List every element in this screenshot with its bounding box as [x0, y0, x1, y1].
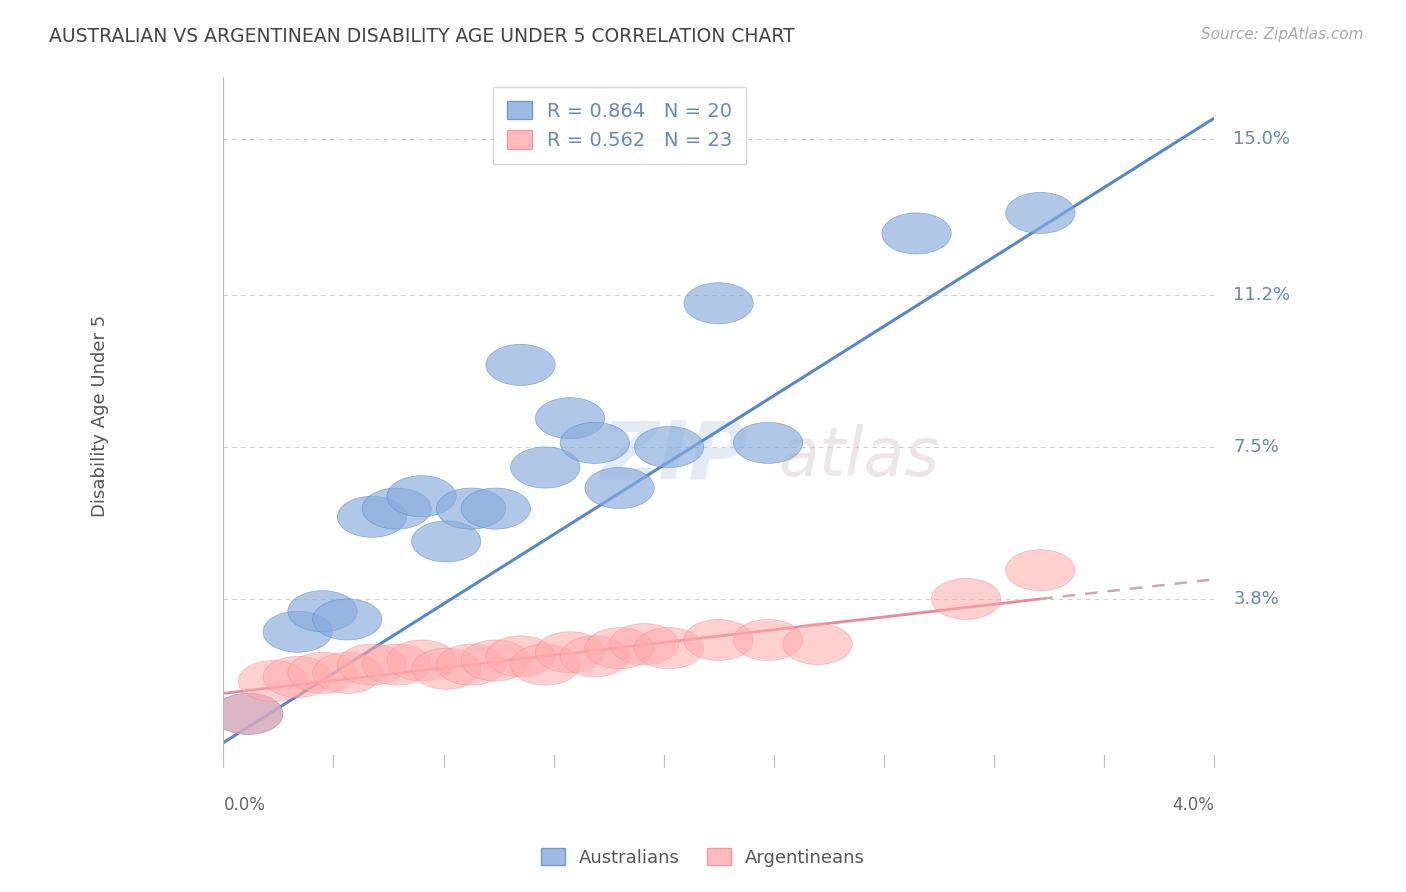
Text: Disability Age Under 5: Disability Age Under 5: [91, 315, 108, 517]
Ellipse shape: [1005, 549, 1076, 591]
Ellipse shape: [683, 283, 754, 324]
Ellipse shape: [536, 632, 605, 673]
Ellipse shape: [783, 624, 852, 665]
Ellipse shape: [387, 640, 456, 681]
Legend: R = 0.864   N = 20, R = 0.562   N = 23: R = 0.864 N = 20, R = 0.562 N = 23: [494, 87, 747, 164]
Ellipse shape: [585, 467, 654, 508]
Ellipse shape: [610, 624, 679, 665]
Ellipse shape: [734, 619, 803, 660]
Ellipse shape: [1005, 193, 1076, 234]
Ellipse shape: [412, 521, 481, 562]
Text: 0.0%: 0.0%: [224, 796, 266, 814]
Ellipse shape: [312, 599, 382, 640]
Ellipse shape: [634, 628, 704, 669]
Ellipse shape: [560, 636, 630, 677]
Ellipse shape: [214, 693, 283, 734]
Ellipse shape: [214, 693, 283, 734]
Ellipse shape: [337, 496, 406, 537]
Text: 15.0%: 15.0%: [1233, 130, 1291, 148]
Ellipse shape: [436, 488, 506, 529]
Ellipse shape: [486, 344, 555, 385]
Ellipse shape: [288, 591, 357, 632]
Ellipse shape: [510, 644, 579, 685]
Ellipse shape: [585, 628, 654, 669]
Ellipse shape: [239, 660, 308, 701]
Text: Source: ZipAtlas.com: Source: ZipAtlas.com: [1201, 27, 1364, 42]
Legend: Australians, Argentineans: Australians, Argentineans: [534, 841, 872, 874]
Ellipse shape: [882, 213, 952, 254]
Text: 4.0%: 4.0%: [1171, 796, 1213, 814]
Ellipse shape: [363, 488, 432, 529]
Ellipse shape: [288, 652, 357, 693]
Ellipse shape: [486, 636, 555, 677]
Ellipse shape: [461, 488, 530, 529]
Text: ZIP: ZIP: [600, 417, 747, 496]
Ellipse shape: [312, 652, 382, 693]
Ellipse shape: [560, 422, 630, 464]
Ellipse shape: [461, 640, 530, 681]
Text: 11.2%: 11.2%: [1233, 286, 1291, 304]
Ellipse shape: [436, 644, 506, 685]
Ellipse shape: [263, 657, 332, 698]
Ellipse shape: [634, 426, 704, 467]
Ellipse shape: [337, 644, 406, 685]
Ellipse shape: [931, 578, 1001, 619]
Text: atlas: atlas: [778, 424, 939, 490]
Text: 7.5%: 7.5%: [1233, 438, 1279, 456]
Ellipse shape: [412, 648, 481, 690]
Ellipse shape: [510, 447, 579, 488]
Ellipse shape: [683, 619, 754, 660]
Ellipse shape: [363, 644, 432, 685]
Ellipse shape: [536, 398, 605, 439]
Text: 3.8%: 3.8%: [1233, 590, 1279, 608]
Ellipse shape: [387, 475, 456, 516]
Text: AUSTRALIAN VS ARGENTINEAN DISABILITY AGE UNDER 5 CORRELATION CHART: AUSTRALIAN VS ARGENTINEAN DISABILITY AGE…: [49, 27, 794, 45]
Ellipse shape: [734, 422, 803, 464]
Ellipse shape: [263, 611, 332, 652]
